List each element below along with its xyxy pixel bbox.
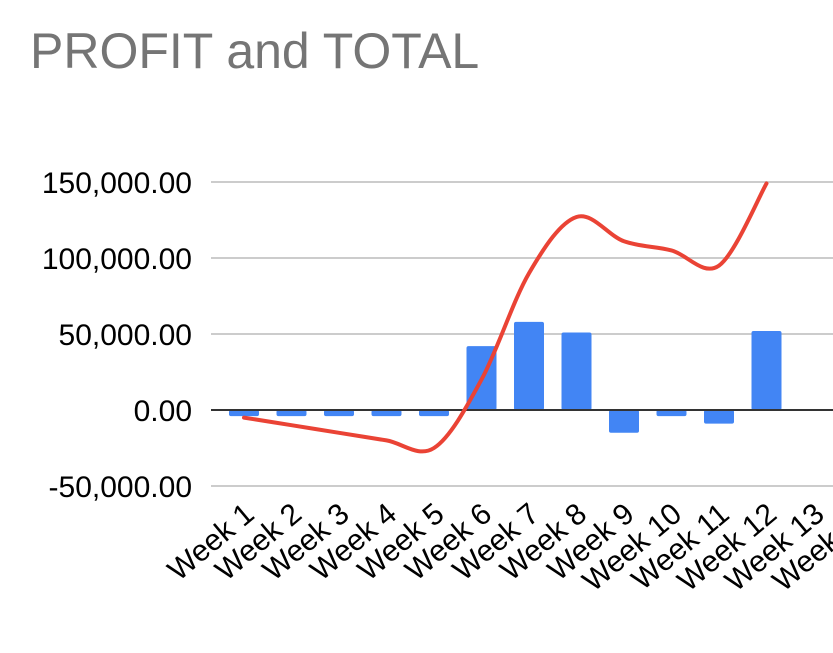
total-line — [242, 181, 769, 454]
y-tick-label: 50,000.00 — [59, 319, 192, 352]
bar — [419, 410, 449, 417]
bar-series — [229, 321, 782, 433]
line-series — [242, 181, 769, 454]
chart-title: PROFIT and TOTAL — [30, 23, 480, 79]
bar — [751, 330, 782, 410]
bar — [276, 410, 307, 417]
y-tick-label: -50,000.00 — [49, 471, 192, 504]
bar — [324, 410, 354, 417]
bar — [609, 410, 639, 433]
y-tick-label: 150,000.00 — [42, 167, 192, 200]
bar — [561, 332, 592, 410]
bar — [704, 410, 734, 424]
y-axis-tick-labels: 150,000.00 100,000.00 50,000.00 0.00 -50,000… — [42, 167, 192, 504]
bar — [656, 410, 687, 417]
bar — [371, 410, 402, 417]
y-tick-label: 100,000.00 — [42, 243, 192, 276]
bar — [229, 410, 259, 417]
y-tick-label: 0.00 — [134, 395, 192, 428]
bar — [514, 321, 544, 410]
